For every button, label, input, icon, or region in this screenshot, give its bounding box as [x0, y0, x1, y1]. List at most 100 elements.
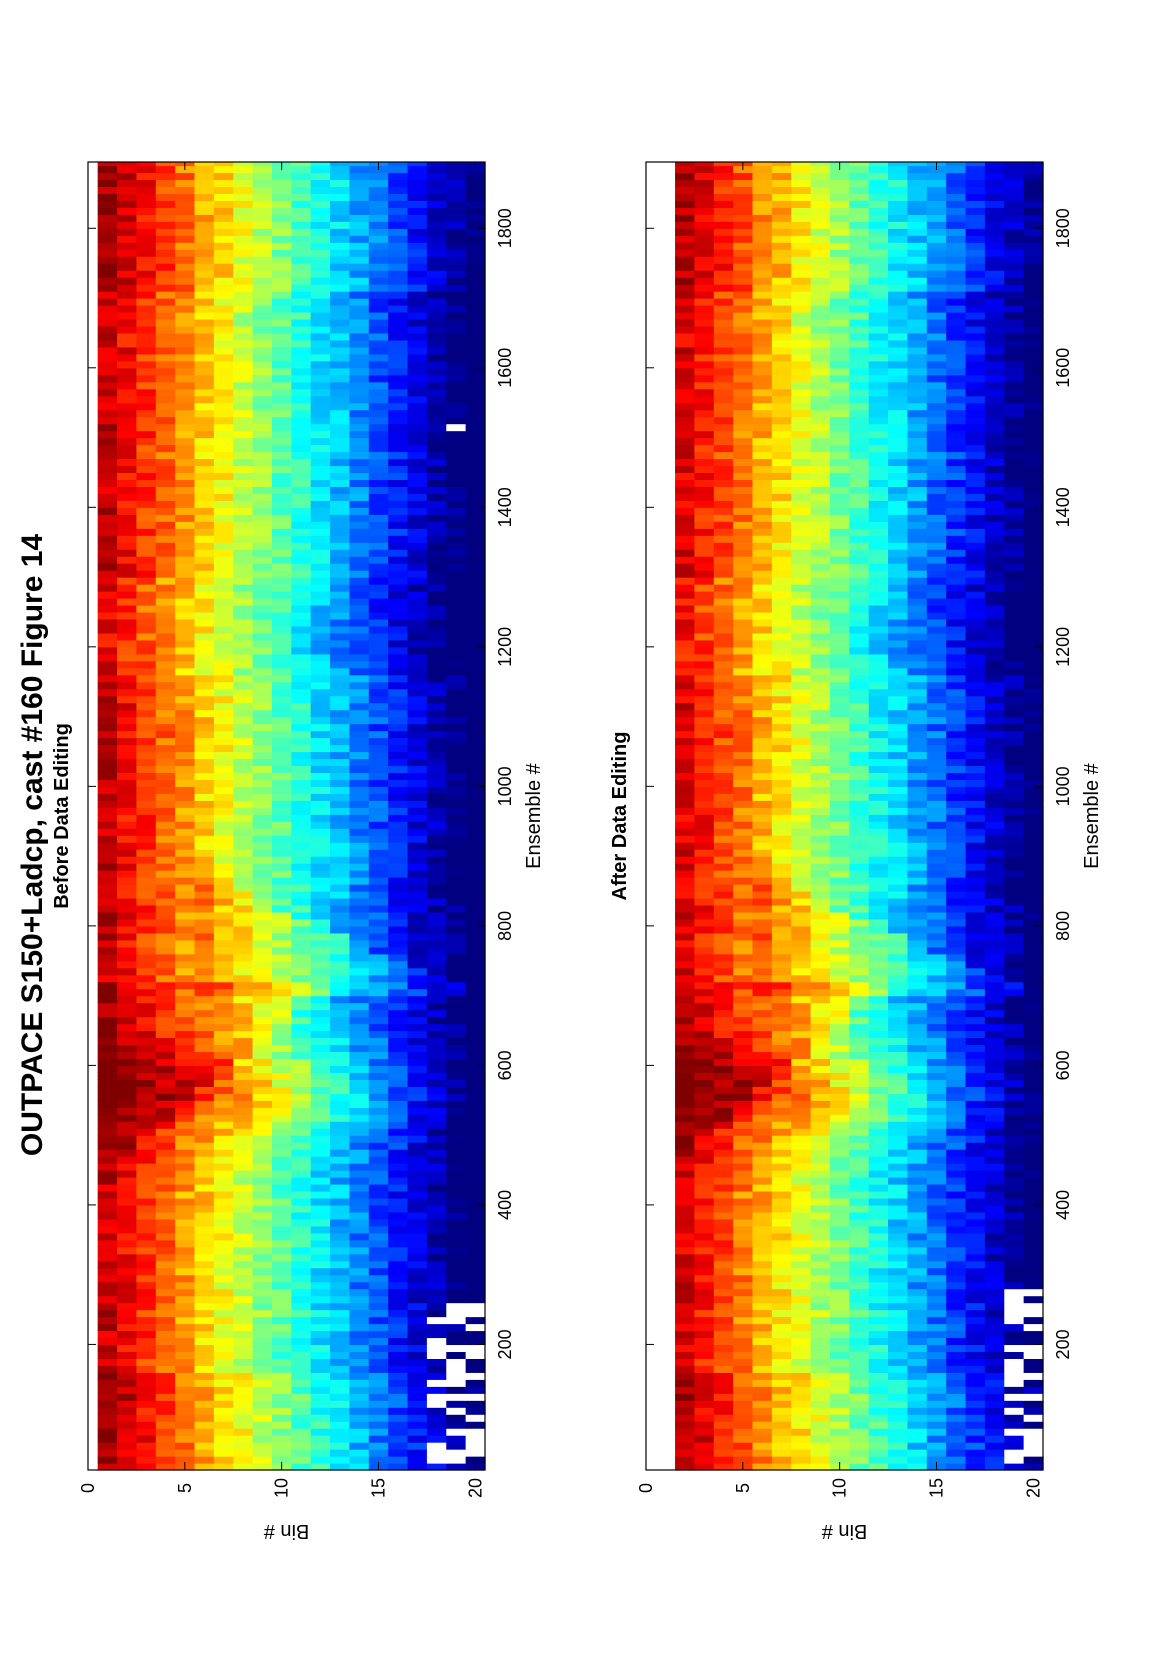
x-tick-label: 1200: [495, 627, 515, 667]
heatmap-cell: [117, 172, 138, 181]
heatmap-cell: [446, 849, 467, 857]
heatmap-cell: [291, 1149, 312, 1157]
heatmap-cell: [271, 367, 292, 376]
heatmap-cell: [349, 1232, 370, 1241]
heatmap-cell: [194, 500, 215, 508]
heatmap-cell: [675, 1330, 696, 1339]
heatmap-cell: [155, 1260, 176, 1269]
heatmap-cell: [117, 186, 138, 194]
heatmap-cell: [194, 332, 215, 341]
heatmap-cell: [733, 1274, 754, 1283]
heatmap-cell: [271, 598, 292, 606]
heatmap-cell: [446, 346, 467, 355]
heatmap-cell: [446, 1204, 467, 1213]
heatmap-cell: [330, 1016, 351, 1025]
heatmap-cell: [733, 1190, 754, 1199]
heatmap-cell: [330, 1372, 351, 1380]
heatmap-cell: [407, 1386, 428, 1394]
heatmap-cell: [233, 723, 254, 732]
heatmap-cell: [446, 793, 467, 801]
heatmap-cell: [733, 1372, 754, 1380]
heatmap-cell: [349, 1330, 370, 1339]
heatmap-cell: [349, 249, 370, 257]
heatmap-cell: [388, 472, 409, 481]
heatmap-cell: [213, 870, 234, 878]
heatmap-cell: [907, 1232, 928, 1241]
heatmap-cell: [291, 842, 312, 850]
heatmap-cell: [388, 367, 409, 376]
heatmap-cell: [291, 1442, 312, 1450]
heatmap-cell: [426, 1267, 447, 1276]
heatmap-cell: [252, 1344, 273, 1353]
heatmap-cell: [465, 1093, 486, 1101]
heatmap-cell: [271, 298, 292, 306]
heatmap-gap-cell: [465, 1442, 486, 1450]
heatmap-cell: [136, 346, 157, 355]
heatmap-cell: [155, 995, 176, 1004]
heatmap-cell: [829, 1442, 850, 1450]
heatmap-cell: [465, 249, 486, 257]
heatmap-cell: [252, 814, 273, 822]
heatmap-cell: [426, 695, 447, 704]
heatmap-cell: [349, 974, 370, 983]
heatmap-cell: [155, 514, 176, 522]
heatmap-cell: [97, 828, 118, 836]
heatmap-cell: [233, 793, 254, 801]
heatmap-cell: [117, 360, 138, 369]
heatmap-cell: [446, 437, 467, 446]
heatmap-cell: [233, 988, 254, 997]
heatmap-cell: [213, 1183, 234, 1192]
heatmap-cell: [868, 1218, 889, 1227]
heatmap-cell: [252, 1330, 273, 1339]
heatmap-cell: [426, 688, 447, 697]
heatmap-cell: [752, 1058, 773, 1066]
heatmap-cell: [733, 1128, 754, 1136]
heatmap-cell: [175, 1121, 196, 1129]
heatmap-cell: [984, 1142, 1005, 1150]
heatmap-cell: [849, 1100, 870, 1108]
heatmap-cell: [388, 765, 409, 773]
heatmap-cell: [97, 779, 118, 787]
heatmap-cell: [868, 1197, 889, 1206]
heatmap-cell: [175, 1253, 196, 1262]
heatmap-cell: [330, 1365, 351, 1373]
heatmap-cell: [407, 1428, 428, 1436]
heatmap-cell: [694, 1246, 715, 1255]
heatmap-cell: [291, 479, 312, 487]
heatmap-cell: [733, 1177, 754, 1185]
heatmap-cell: [330, 800, 351, 808]
heatmap-cell: [868, 1400, 889, 1408]
heatmap-cell: [368, 423, 389, 432]
heatmap-cell: [271, 1421, 292, 1429]
heatmap-cell: [465, 904, 486, 913]
heatmap-cell: [426, 904, 447, 913]
heatmap-cell: [368, 1288, 389, 1297]
heatmap-cell: [907, 1428, 928, 1436]
heatmap-cell: [771, 1330, 792, 1339]
heatmap-cell: [407, 228, 428, 236]
heatmap-cell: [117, 1121, 138, 1129]
heatmap-cell: [155, 870, 176, 878]
heatmap-cell: [388, 423, 409, 432]
heatmap-cell: [426, 1295, 447, 1304]
heatmap-cell: [426, 162, 447, 167]
heatmap-cell: [407, 744, 428, 753]
heatmap-cell: [446, 1400, 467, 1408]
heatmap-cell: [117, 1044, 138, 1053]
heatmap-cell: [233, 235, 254, 243]
heatmap-cell: [97, 1149, 118, 1157]
heatmap-cell: [368, 828, 389, 836]
heatmap-cell: [155, 1072, 176, 1080]
heatmap-cell: [213, 437, 234, 446]
heatmap-cell: [291, 311, 312, 320]
heatmap-cell: [291, 1079, 312, 1087]
heatmap-cell: [446, 221, 467, 229]
heatmap-cell: [713, 1225, 734, 1234]
heatmap-cell: [175, 1037, 196, 1046]
heatmap-cell: [117, 821, 138, 829]
heatmap-cell: [426, 353, 447, 362]
heatmap-cell: [271, 716, 292, 725]
heatmap-cell: [291, 1051, 312, 1060]
heatmap-cell: [291, 1379, 312, 1387]
heatmap-cell: [175, 598, 196, 606]
